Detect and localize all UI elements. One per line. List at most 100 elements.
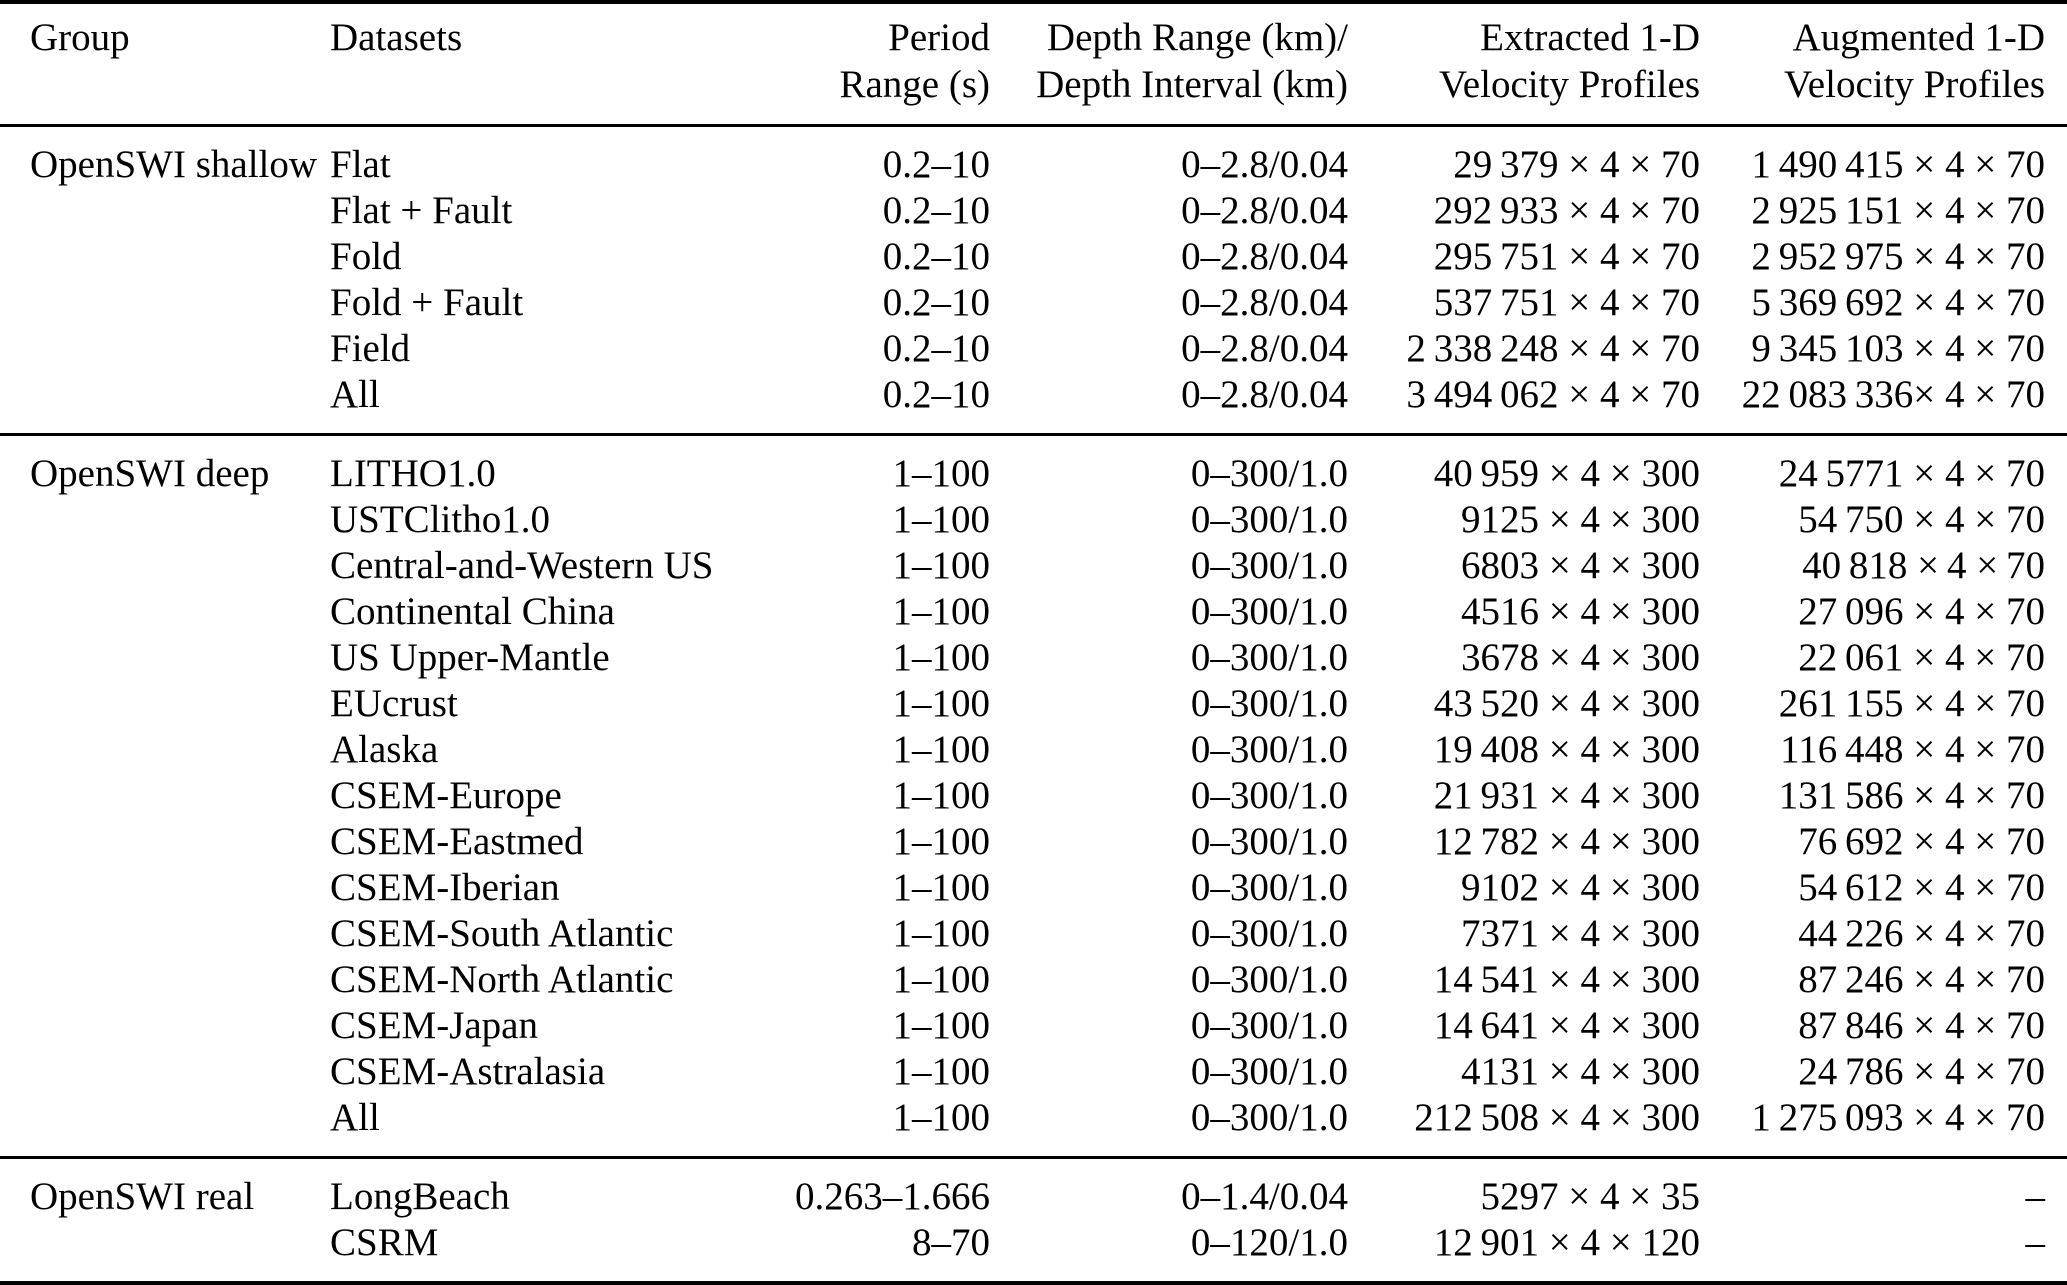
table-row: CSEM-Japan 1–100 0–300/1.0 14 641 × 4 × … [0,1003,2067,1049]
dataset-cell: EUcrust [330,682,458,725]
augmented-profiles-cell: 87 846 × 4 × 70 [1798,1004,2045,1047]
table-row: US Upper-Mantle 1–100 0–300/1.0 3678 × 4… [0,635,2067,681]
dataset-cell: CSEM-Eastmed [330,820,584,863]
depth-range-cell: 0–300/1.0 [1190,636,1348,679]
depth-range-cell: 0–1.4/0.04 [1181,1175,1348,1218]
table-row: Fold + Fault 0.2–10 0–2.8/0.04 537 751 ×… [0,280,2067,326]
col-header-augmented-line1: Augmented 1-D [1792,16,2045,59]
group-cell [0,326,330,372]
dataset-cell: Flat + Fault [330,189,513,232]
period-range-cell: 1–100 [892,452,991,495]
dataset-cell: LITHO1.0 [330,452,496,495]
period-range-cell: 1–100 [892,590,991,633]
depth-range-cell: 0–2.8/0.04 [1181,373,1348,416]
table-row: CSEM-South Atlantic 1–100 0–300/1.0 7371… [0,911,2067,957]
table-row: Field 0.2–10 0–2.8/0.04 2 338 248 × 4 × … [0,326,2067,372]
table-row: OpenSWI shallow Flat 0.2–10 0–2.8/0.04 2… [0,126,2067,189]
extracted-profiles-cell: 212 508 × 4 × 300 [1414,1096,1700,1139]
group-cell [0,280,330,326]
augmented-profiles-cell: 2 925 151 × 4 × 70 [1751,189,2045,232]
depth-range-cell: 0–2.8/0.04 [1181,281,1348,324]
col-header-extracted-line2: Velocity Profiles [1438,63,1700,106]
extracted-profiles-cell: 19 408 × 4 × 300 [1433,728,1700,771]
depth-range-cell: 0–300/1.0 [1190,452,1348,495]
table-row: Fold 0.2–10 0–2.8/0.04 295 751 × 4 × 70 … [0,234,2067,280]
dataset-cell: CSEM-Astralasia [330,1050,606,1093]
depth-range-cell: 0–300/1.0 [1190,682,1348,725]
depth-range-cell: 0–300/1.0 [1190,728,1348,771]
col-header-group-line1: Group [30,16,130,59]
period-range-cell: 0.263–1.666 [795,1175,990,1218]
period-range-cell: 1–100 [892,1096,991,1139]
col-header-datasets: Datasets [330,2,770,126]
header-row: Group Datasets Period Range (s) Depth Ra… [0,2,2067,126]
extracted-profiles-cell: 14 641 × 4 × 300 [1433,1004,1700,1047]
extracted-profiles-cell: 7371 × 4 × 300 [1461,912,1700,955]
group-cell [0,865,330,911]
col-header-augmented-line2: Velocity Profiles [1783,63,2045,106]
extracted-profiles-cell: 295 751 × 4 × 70 [1433,235,1700,278]
group-cell [0,234,330,280]
extracted-profiles-cell: 537 751 × 4 × 70 [1433,281,1700,324]
period-range-cell: 0.2–10 [882,235,990,278]
extracted-profiles-cell: 40 959 × 4 × 300 [1433,452,1700,495]
augmented-profiles-cell: 87 246 × 4 × 70 [1798,958,2045,1001]
group-cell [0,1003,330,1049]
period-range-cell: 0.2–10 [882,281,990,324]
group-cell [0,681,330,727]
augmented-profiles-cell: 9 345 103 × 4 × 70 [1751,327,2045,370]
table-header: Group Datasets Period Range (s) Depth Ra… [0,2,2067,126]
group-cell [0,957,330,1003]
group-cell: OpenSWI deep [30,452,270,495]
extracted-profiles-cell: 292 933 × 4 × 70 [1433,189,1700,232]
period-range-cell: 1–100 [892,728,991,771]
extracted-profiles-cell: 3678 × 4 × 300 [1461,636,1700,679]
dataset-cell: Alaska [330,728,439,771]
group-cell [0,727,330,773]
augmented-profiles-cell: 5 369 692 × 4 × 70 [1751,281,2045,324]
table-row: CSRM 8–70 0–120/1.0 12 901 × 4 × 120 – [0,1220,2067,1283]
table-row: CSEM-Astralasia 1–100 0–300/1.0 4131 × 4… [0,1049,2067,1095]
table-row: CSEM-Europe 1–100 0–300/1.0 21 931 × 4 ×… [0,773,2067,819]
col-header-extracted-profiles: Extracted 1-D Velocity Profiles [1348,2,1700,126]
period-range-cell: 0.2–10 [882,189,990,232]
extracted-profiles-cell: 29 379 × 4 × 70 [1453,143,1700,186]
period-range-cell: 1–100 [892,958,991,1001]
table-row: All 1–100 0–300/1.0 212 508 × 4 × 300 1 … [0,1095,2067,1158]
dataset-cell: Fold + Fault [330,281,524,324]
col-header-depth-line1: Depth Range (km)/ [1046,16,1348,59]
augmented-profiles-cell: 24 786 × 4 × 70 [1798,1050,2045,1093]
period-range-cell: 1–100 [892,636,991,679]
augmented-profiles-cell: 40 818 × 4 × 70 [1802,544,2045,587]
col-header-depth-range: Depth Range (km)/ Depth Interval (km) [990,2,1348,126]
depth-range-cell: 0–300/1.0 [1190,1096,1348,1139]
period-range-cell: 1–100 [892,774,991,817]
extracted-profiles-cell: 14 541 × 4 × 300 [1433,958,1700,1001]
group-cell [0,819,330,865]
col-header-depth-line2: Depth Interval (km) [1036,63,1348,106]
depth-range-cell: 0–2.8/0.04 [1181,189,1348,232]
group-cell [0,1049,330,1095]
section-openswi-shallow: OpenSWI shallow Flat 0.2–10 0–2.8/0.04 2… [0,126,2067,435]
period-range-cell: 1–100 [892,498,991,541]
period-range-cell: 0.2–10 [882,373,990,416]
augmented-profiles-cell: 22 061 × 4 × 70 [1798,636,2045,679]
table-row: OpenSWI deep LITHO1.0 1–100 0–300/1.0 40… [0,435,2067,498]
dataset-cell: CSEM-Europe [330,774,562,817]
group-cell [0,543,330,589]
dataset-cell: Fold [330,235,402,278]
col-header-period-line2: Range (s) [839,63,990,106]
dataset-cell: Continental China [330,590,615,633]
extracted-profiles-cell: 5297 × 4 × 35 [1480,1175,1701,1218]
table-row: CSEM-Iberian 1–100 0–300/1.0 9102 × 4 × … [0,865,2067,911]
group-cell [0,188,330,234]
depth-range-cell: 0–300/1.0 [1190,958,1348,1001]
col-header-group: Group [0,2,330,126]
augmented-profiles-cell: 2 952 975 × 4 × 70 [1751,235,2045,278]
period-range-cell: 1–100 [892,1004,991,1047]
col-header-augmented-profiles: Augmented 1-D Velocity Profiles [1700,2,2067,126]
dataset-cell: Central-and-Western US [330,544,714,587]
depth-range-cell: 0–2.8/0.04 [1181,143,1348,186]
col-header-extracted-line1: Extracted 1-D [1480,16,1700,59]
